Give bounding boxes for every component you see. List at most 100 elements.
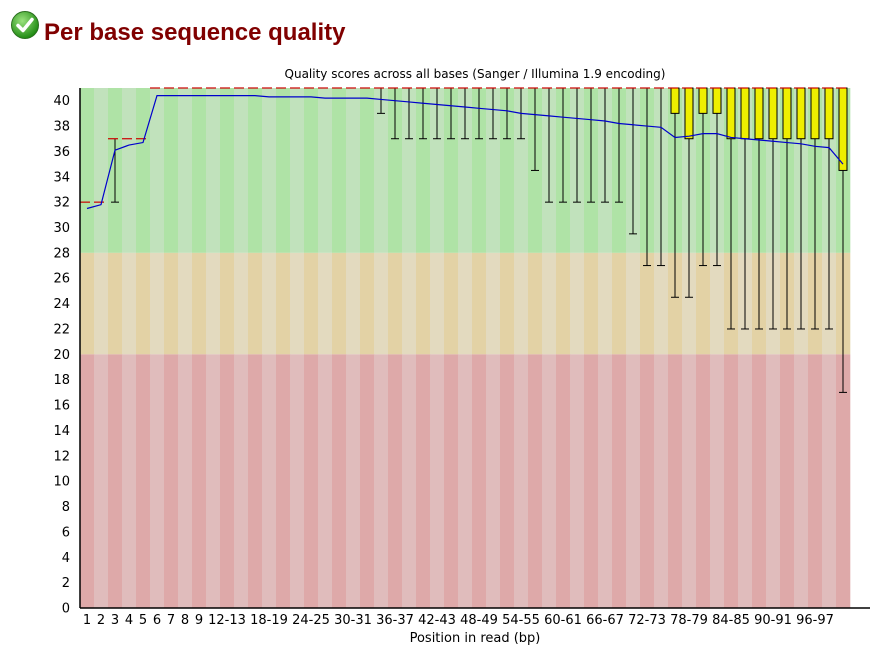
- zone-stripe: [360, 252, 375, 355]
- pass-check-icon: [11, 11, 39, 39]
- zone-stripe: [472, 88, 487, 253]
- iqr-box: [810, 87, 820, 140]
- x-tick-label: 8: [181, 613, 189, 628]
- x-tick-label: 66-67: [586, 613, 624, 628]
- zone-stripe: [150, 354, 165, 608]
- zone-stripe: [682, 252, 697, 355]
- zone-stripe: [136, 354, 151, 608]
- zone-stripe: [178, 88, 193, 253]
- zone-stripe: [710, 354, 725, 608]
- mean-line: [86, 95, 844, 210]
- chart-title: Quality scores across all bases (Sanger …: [285, 67, 666, 81]
- zone-stripe: [150, 88, 165, 253]
- y-tick-label: 10: [53, 475, 70, 490]
- zone-stripe: [598, 354, 613, 608]
- zone-stripe: [766, 88, 781, 253]
- zone-stripe: [346, 252, 361, 355]
- zone-stripe: [640, 252, 655, 355]
- zone-stripe: [808, 252, 823, 355]
- zone-stripe: [500, 252, 515, 355]
- zone-stripe: [192, 354, 207, 608]
- zone-stripe: [416, 252, 431, 355]
- zone-stripe: [458, 252, 473, 355]
- x-tick-label: 48-49: [460, 613, 498, 628]
- zone-stripe: [752, 88, 767, 253]
- zone-stripe: [696, 88, 711, 253]
- zone-stripe: [598, 88, 613, 253]
- zone-stripe: [766, 252, 781, 355]
- x-tick-label: 84-85: [712, 613, 750, 628]
- zone-stripe: [192, 88, 207, 253]
- x-tick-label: 6: [153, 613, 161, 628]
- zone-stripe: [444, 354, 459, 608]
- zone-stripe: [556, 354, 571, 608]
- zone-stripe: [808, 88, 823, 253]
- zone-stripe: [528, 354, 543, 608]
- zone-stripe: [766, 354, 781, 608]
- zone-stripe: [682, 88, 697, 253]
- zone-stripe: [304, 88, 319, 253]
- y-tick-label: 20: [53, 348, 70, 363]
- x-tick-label: 30-31: [334, 613, 372, 628]
- zone-stripe: [164, 354, 179, 608]
- zone-stripe: [332, 88, 347, 253]
- zone-stripe: [136, 252, 151, 355]
- zone-stripe: [780, 354, 795, 608]
- zone-stripe: [724, 252, 739, 355]
- zone-stripe: [206, 88, 221, 253]
- iqr-box: [824, 87, 834, 140]
- y-tick-label: 22: [53, 322, 70, 337]
- zone-stripe: [752, 252, 767, 355]
- zone-stripe: [304, 354, 319, 608]
- zone-stripe: [668, 252, 683, 355]
- zone-stripe: [542, 354, 557, 608]
- zone-stripe: [612, 354, 627, 608]
- zone-stripe: [752, 354, 767, 608]
- zone-stripe: [528, 88, 543, 253]
- y-tick-label: 0: [62, 602, 70, 617]
- zone-stripe: [458, 88, 473, 253]
- zone-stripe: [444, 88, 459, 253]
- zone-stripe: [794, 354, 809, 608]
- zone-stripe: [738, 354, 753, 608]
- zone-stripe: [486, 354, 501, 608]
- zone-stripe: [626, 252, 641, 355]
- zone-stripe: [318, 88, 333, 253]
- zone-stripe: [612, 252, 627, 355]
- x-tick-label: 3: [111, 613, 119, 628]
- zone-stripe: [738, 252, 753, 355]
- zone-stripe: [696, 252, 711, 355]
- iqr-box: [796, 87, 806, 140]
- zone-stripe: [276, 354, 291, 608]
- x-tick-label: 4: [125, 613, 133, 628]
- y-tick-label: 34: [53, 170, 70, 185]
- zone-stripe: [780, 88, 795, 253]
- y-tick-label: 16: [53, 399, 70, 414]
- zone-stripe: [80, 252, 95, 355]
- zone-stripe: [346, 88, 361, 253]
- zone-stripe: [808, 354, 823, 608]
- zone-stripe: [402, 88, 417, 253]
- zone-stripe: [290, 88, 305, 253]
- zone-stripe: [556, 252, 571, 355]
- zone-stripe: [346, 354, 361, 608]
- zone-stripe: [262, 88, 277, 253]
- zone-stripe: [416, 354, 431, 608]
- zone-stripe: [276, 252, 291, 355]
- zone-stripe: [248, 252, 263, 355]
- zone-stripe: [584, 252, 599, 355]
- zone-stripe: [654, 88, 669, 253]
- y-tick-label: 14: [53, 424, 70, 439]
- zone-stripe: [108, 252, 123, 355]
- zone-stripe: [514, 354, 529, 608]
- zone-stripe: [374, 88, 389, 253]
- y-tick-label: 24: [53, 297, 70, 312]
- zone-stripe: [388, 354, 403, 608]
- x-tick-label: 96-97: [796, 613, 834, 628]
- zone-stripe: [626, 354, 641, 608]
- iqr-box: [740, 87, 750, 140]
- zone-stripe: [178, 252, 193, 355]
- zone-stripe: [122, 354, 137, 608]
- x-tick-label: 9: [195, 613, 203, 628]
